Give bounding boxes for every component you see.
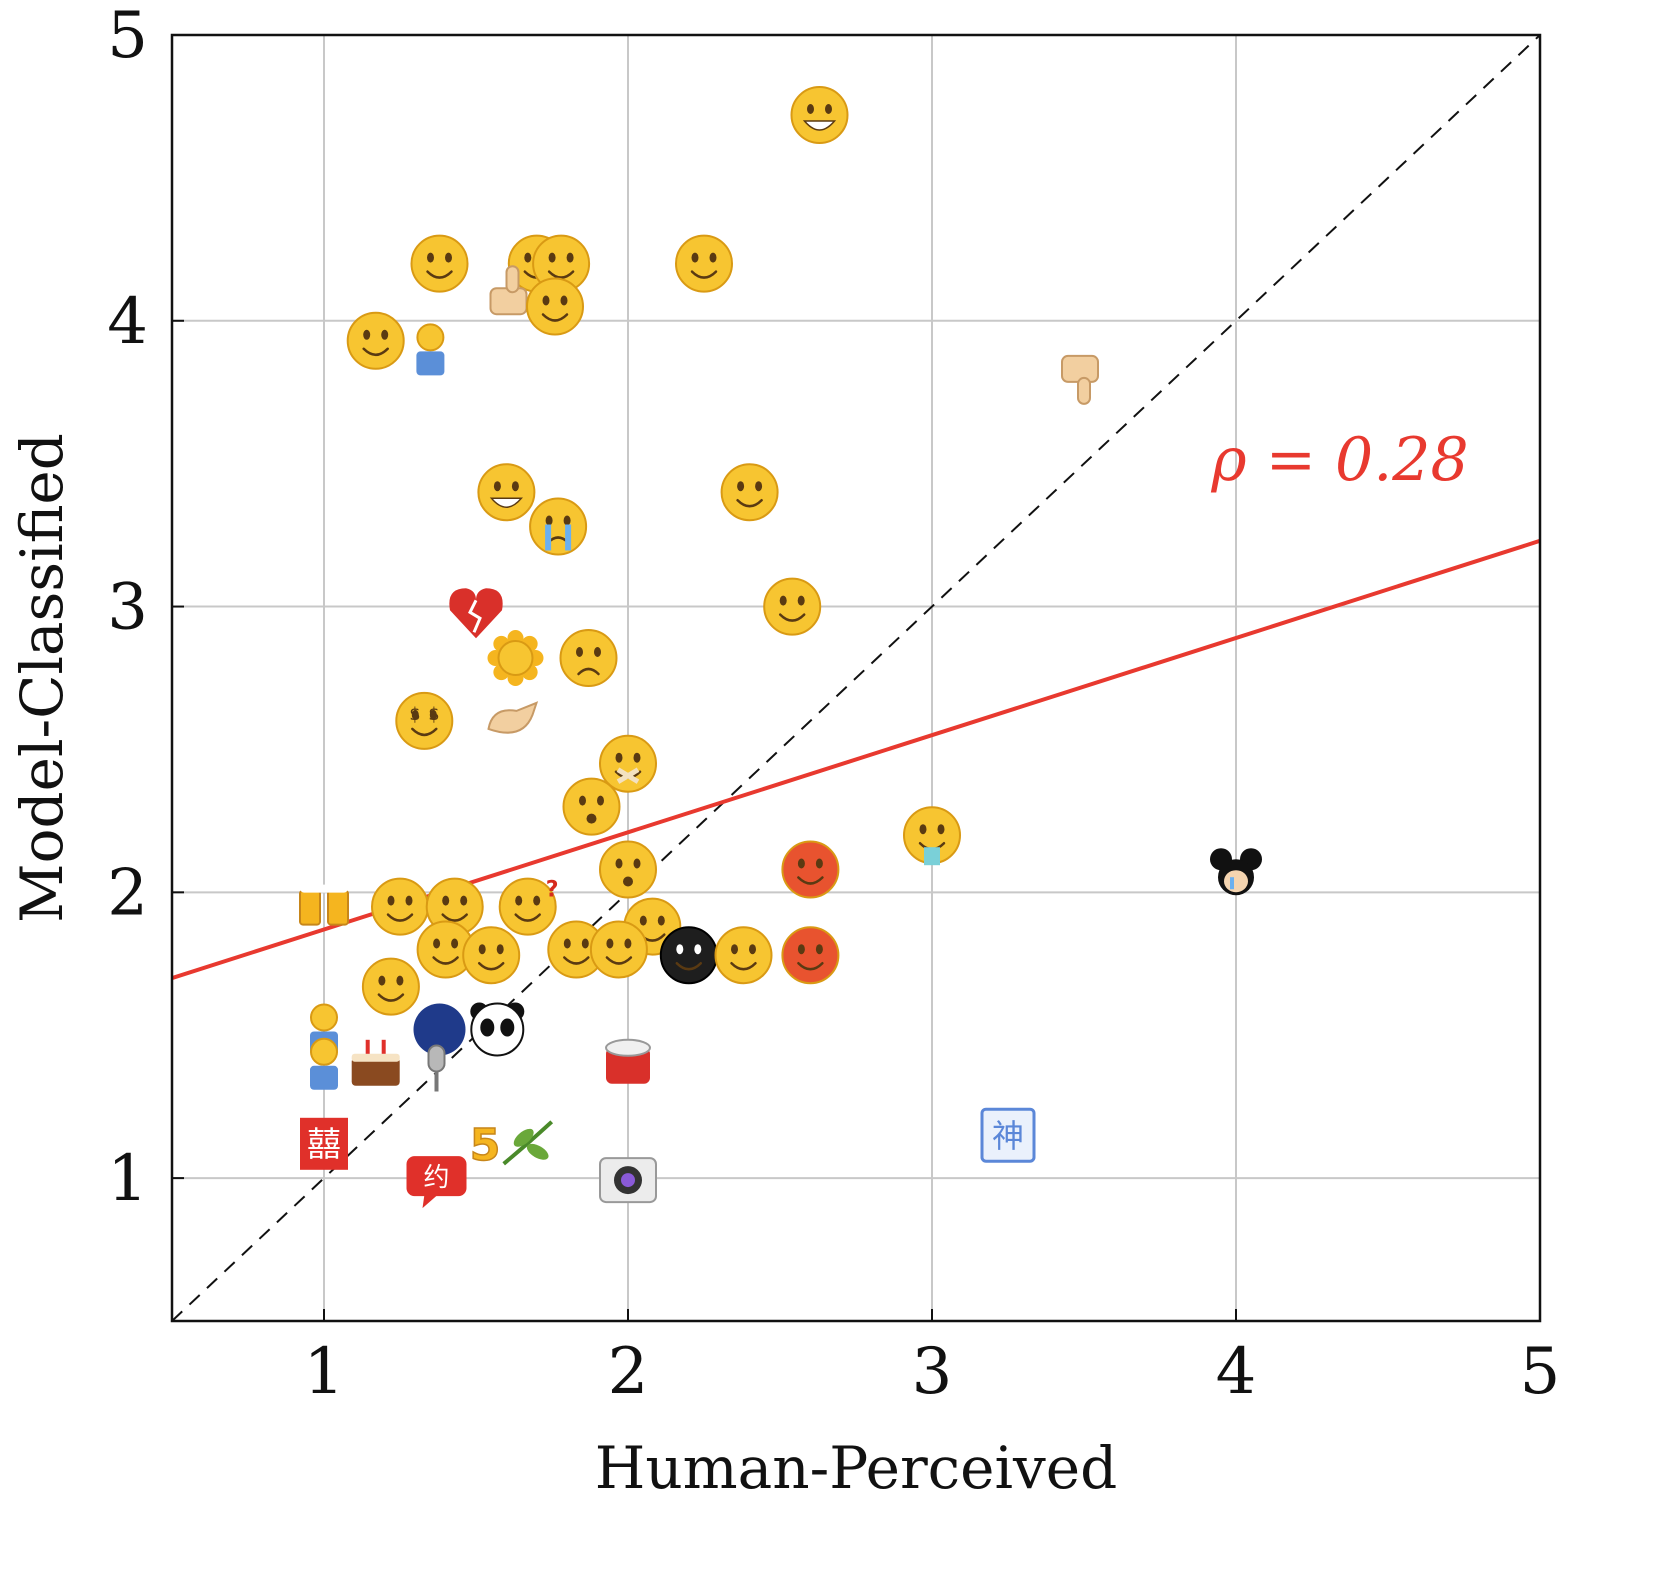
money-face-icon: $ $ (395, 691, 454, 750)
y-tick-label: 1 (107, 1142, 148, 1216)
mickey-icon (1210, 848, 1262, 896)
sad-face-icon (559, 629, 618, 687)
badge-icon: 神 (980, 1107, 1036, 1163)
y-tick-label: 2 (107, 856, 148, 930)
leaf-icon (502, 1120, 554, 1166)
svg-text:?: ? (546, 878, 559, 903)
person-icon (416, 323, 445, 376)
y-tick-label: 5 (107, 0, 148, 73)
angry-face-icon (781, 840, 840, 899)
face-icon (714, 926, 773, 985)
cheers-icon (299, 884, 349, 926)
plot-frame (170, 33, 1542, 1323)
thumbs-down-icon (1061, 354, 1099, 405)
crying-face-icon (529, 497, 588, 556)
big-grin-face-icon (477, 463, 536, 522)
cake-icon (351, 1039, 400, 1086)
eye-roll-face-icon (410, 234, 469, 293)
drum-icon (605, 1038, 651, 1084)
svg-text:神: 神 (992, 1117, 1024, 1155)
shush-face-icon (599, 734, 657, 793)
svg-text:$: $ (409, 704, 420, 725)
grin-face-icon (790, 86, 849, 144)
data-points: $ $?囍 5约神 (299, 86, 1262, 1209)
x-axis-label: Human-Perceived (595, 1434, 1118, 1502)
face-icon (526, 277, 584, 336)
double-happiness-icon: 囍 (300, 1117, 348, 1170)
person-icon (310, 1037, 338, 1090)
correlation-label: ρ = 0.28 (1210, 425, 1468, 495)
surprised-face-icon (599, 840, 657, 899)
face-icon (589, 920, 648, 979)
sun-icon (487, 630, 544, 686)
annoyed-face-icon (720, 463, 779, 522)
smirk-face-icon (675, 234, 733, 293)
svg-text:5: 5 (470, 1120, 501, 1171)
ticks (172, 34, 1541, 1321)
speech-badge-icon: 约 (406, 1156, 467, 1209)
identity-dashed-line (172, 35, 1540, 1321)
face-icon (547, 920, 606, 979)
black-face-icon (659, 926, 718, 985)
angry-face-icon (781, 926, 840, 985)
microphone-icon (427, 1044, 446, 1092)
x-tick-label: 5 (1520, 1335, 1561, 1409)
wink-tongue-face-icon (346, 311, 405, 370)
x-tick-label: 4 (1216, 1335, 1257, 1409)
hand-icon (487, 701, 539, 734)
camera-icon (599, 1157, 657, 1204)
vomit-face-icon (903, 806, 961, 866)
y-tick-label: 3 (107, 571, 148, 645)
face-icon (763, 577, 822, 636)
thumbs-up-icon (489, 265, 528, 316)
question-face-icon: ? (498, 877, 559, 936)
broken-heart-icon (449, 588, 503, 639)
svg-text:囍: 囍 (307, 1125, 341, 1165)
face-icon (462, 926, 521, 985)
panda-icon (470, 1002, 525, 1057)
svg-text:$: $ (428, 704, 439, 725)
y-axis-label: Model-Classified (8, 433, 76, 923)
dizzy-face-icon (562, 777, 621, 836)
face-icon (416, 920, 475, 979)
x-tick-label: 2 (608, 1335, 649, 1409)
face-icon (361, 957, 420, 1016)
y-tick-label: 4 (107, 285, 148, 359)
five-icon: 5 (469, 1119, 501, 1172)
x-tick-label: 3 (912, 1335, 953, 1409)
tick-labels: 1 2 3 4 5 1 2 3 4 5 (107, 0, 1560, 1409)
reference-lines (172, 35, 1540, 1321)
moon-icon (413, 1003, 466, 1056)
smile-face-icon (371, 877, 429, 936)
x-tick-label: 1 (304, 1335, 345, 1409)
svg-text:约: 约 (423, 1163, 449, 1193)
face-icon (532, 234, 591, 293)
